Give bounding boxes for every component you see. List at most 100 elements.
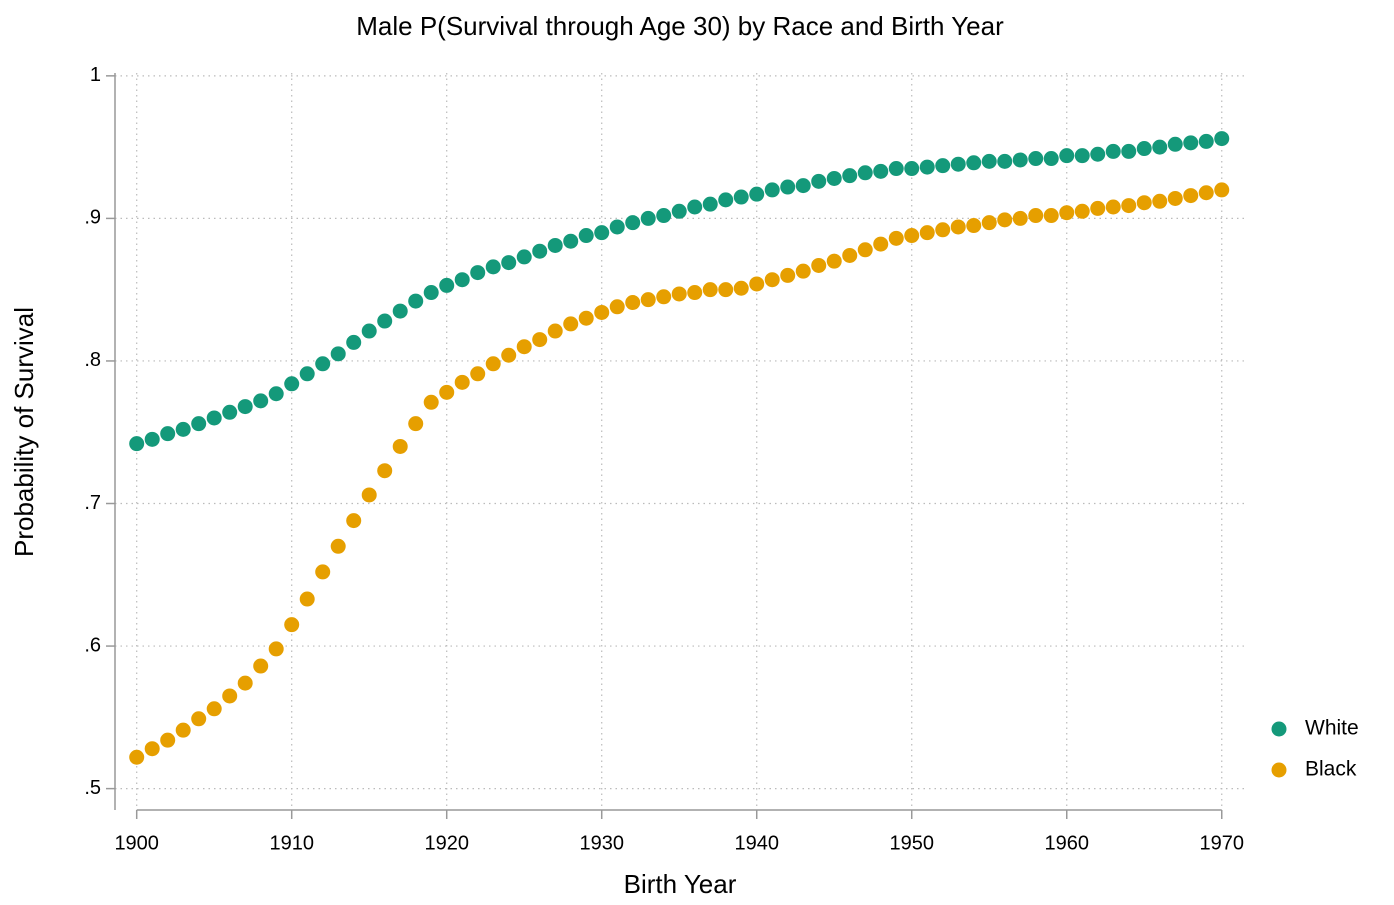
point (981, 215, 997, 231)
point (1136, 141, 1152, 157)
point (625, 215, 641, 231)
legend-label: Black (1305, 758, 1357, 781)
point (392, 438, 408, 454)
point (997, 212, 1013, 228)
point (764, 272, 780, 288)
point (129, 436, 145, 452)
legend-marker (1271, 762, 1287, 778)
point (1167, 190, 1183, 206)
point (950, 156, 966, 172)
point (361, 323, 377, 339)
y-tick-label: .6 (84, 634, 101, 656)
point (144, 741, 160, 757)
chart-title: Male P(Survival through Age 30) by Race … (356, 11, 1004, 41)
point (144, 431, 160, 447)
point (315, 356, 331, 372)
point (160, 426, 176, 442)
point (563, 233, 579, 249)
point (1136, 195, 1152, 211)
point (811, 173, 827, 189)
point (206, 410, 222, 426)
point (1183, 135, 1199, 151)
point (609, 299, 625, 315)
x-tick-label: 1930 (579, 832, 624, 854)
point (997, 153, 1013, 169)
point (191, 416, 207, 432)
point (361, 487, 377, 503)
point (516, 339, 532, 355)
point (1198, 185, 1214, 201)
point (873, 163, 889, 179)
point (919, 159, 935, 175)
point (578, 310, 594, 326)
point (950, 219, 966, 235)
point (315, 564, 331, 580)
point (594, 225, 610, 241)
point (749, 186, 765, 202)
point (470, 366, 486, 382)
point (1059, 205, 1075, 221)
point (423, 285, 439, 301)
point (687, 285, 703, 301)
point (718, 282, 734, 298)
point (718, 192, 734, 208)
point (1012, 152, 1028, 168)
point (640, 210, 656, 226)
point (516, 249, 532, 265)
point (222, 404, 238, 420)
point (795, 178, 811, 194)
point (671, 203, 687, 219)
point (1214, 182, 1230, 198)
point (299, 591, 315, 607)
point (284, 617, 300, 633)
point (888, 230, 904, 246)
point (904, 161, 920, 177)
point (702, 282, 718, 298)
point (904, 228, 920, 244)
point (175, 421, 191, 437)
point (1043, 151, 1059, 167)
point (702, 196, 718, 212)
point (966, 218, 982, 234)
point (1028, 208, 1044, 224)
point (749, 276, 765, 292)
point (919, 225, 935, 241)
point (547, 323, 563, 339)
point (1121, 198, 1137, 214)
x-axis-label: Birth Year (624, 869, 737, 899)
y-axis-label: Probability of Survival (9, 307, 39, 557)
point (671, 286, 687, 302)
legend-label: White (1305, 717, 1359, 740)
point (1012, 210, 1028, 226)
point (640, 292, 656, 308)
point (842, 168, 858, 184)
point (780, 267, 796, 283)
point (299, 366, 315, 382)
point (1090, 146, 1106, 162)
y-tick-label: .7 (84, 492, 101, 514)
point (935, 158, 951, 174)
point (1152, 193, 1168, 209)
point (485, 259, 501, 275)
point (826, 253, 842, 269)
point (656, 289, 672, 305)
point (1105, 143, 1121, 159)
point (191, 711, 207, 727)
point (795, 263, 811, 279)
point (1105, 199, 1121, 215)
y-tick-label: .8 (84, 349, 101, 371)
point (268, 386, 284, 402)
point (547, 237, 563, 253)
point (237, 675, 253, 691)
point (268, 641, 284, 657)
point (1090, 200, 1106, 216)
point (454, 272, 470, 288)
point (346, 334, 362, 350)
point (1028, 151, 1044, 167)
x-tick-label: 1970 (1199, 832, 1244, 854)
point (377, 313, 393, 329)
point (439, 384, 455, 400)
point (857, 242, 873, 258)
point (733, 189, 749, 205)
